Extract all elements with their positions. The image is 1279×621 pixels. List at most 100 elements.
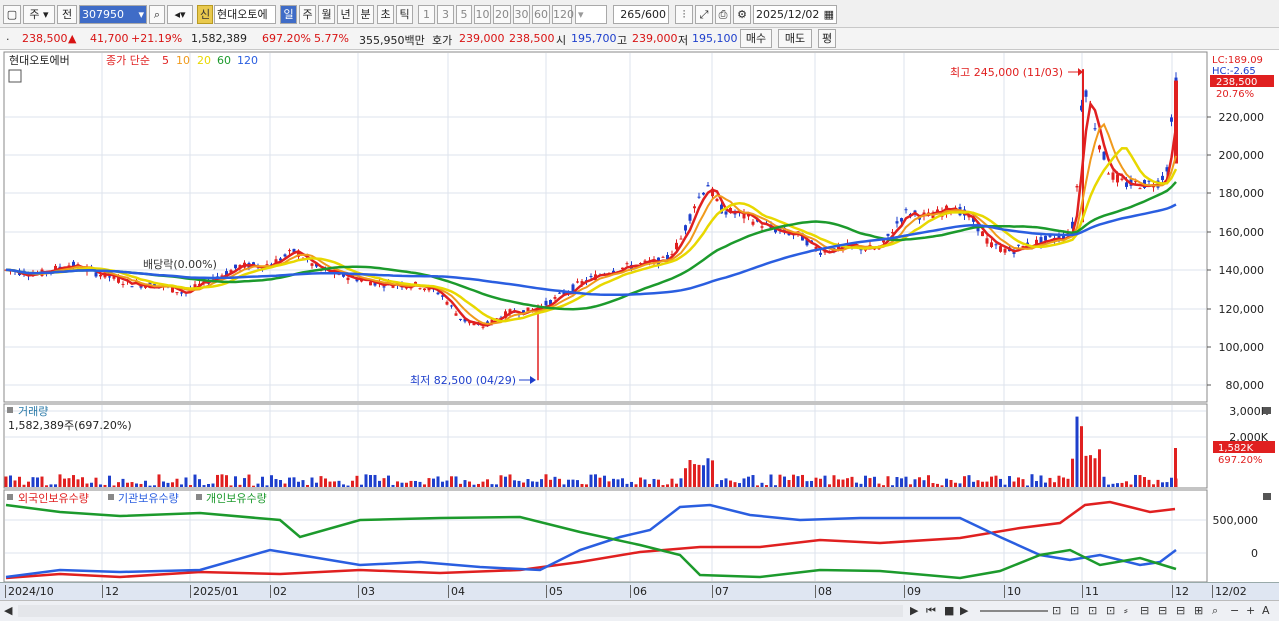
split2-icon[interactable]: ⊟ [1176,604,1186,617]
interval-5[interactable]: 5 [456,5,472,24]
candle-body [895,221,899,224]
zoom-box2-icon[interactable]: ⊡ [1070,604,1080,617]
interval-1[interactable]: 1 [418,5,435,24]
sell-button[interactable]: 매도 [778,29,812,48]
interval-120[interactable]: 120 [552,5,574,24]
table-icon[interactable] [8,69,22,83]
stop-icon[interactable]: ■ [944,604,955,617]
candle-body [175,292,179,294]
play-icon[interactable]: ▶ [960,604,969,617]
count-field[interactable]: 265/600 [613,5,669,24]
period-5[interactable]: 초 [377,5,394,24]
x-label: 12 [1172,585,1189,598]
volume-bar [27,481,30,487]
volume-bar [774,485,777,487]
zoom-slider[interactable] [980,610,1048,612]
scroll-track[interactable] [18,605,903,617]
date-field[interactable]: 2025/12/02 ▦ [753,5,837,24]
candle-body [463,318,467,322]
volume-bar [963,476,966,487]
crosshair-icon[interactable]: ⤢ [695,5,713,24]
rewind-icon[interactable]: ⏮ [926,604,936,617]
interval-30[interactable]: 30 [513,5,530,24]
candle-body [445,301,449,305]
interval-60[interactable]: 60 [532,5,550,24]
volume-bar [544,474,548,487]
new-badge[interactable]: 신 [197,5,213,24]
grid-icon[interactable]: ⊞ [1194,604,1204,617]
volume-bar [252,485,255,487]
window-icon[interactable]: ▢ [3,5,21,24]
volume-bar [436,476,440,487]
low-arrowhead [530,376,536,384]
period-dropdown[interactable]: ▾ [575,5,607,24]
date-value: 2025/12/02 [756,8,820,21]
volume-bar [297,481,300,487]
magnifier-icon[interactable]: ⌕ [1212,604,1219,617]
avg-button[interactable]: 평 [818,29,836,48]
font-size-icon[interactable]: A [1262,604,1270,617]
candle-body [697,196,701,198]
holdings-panel-close-icon[interactable] [1263,493,1271,500]
market-select[interactable]: 주 ▾ [23,5,55,24]
buy-button[interactable]: 매수 [740,29,772,48]
volume-panel-close-icon[interactable] [1263,407,1271,414]
period-1[interactable]: 주 [299,5,316,24]
volume-title: 거래량 [18,405,48,418]
volume-bar [940,485,944,487]
print-icon[interactable]: ⎙ [715,5,731,24]
split-icon[interactable]: ⊟ [1158,604,1168,617]
volume-bar [355,475,359,487]
speaker-icon[interactable]: ◂▾ [167,5,193,24]
gear-icon[interactable]: ⚙ [733,5,751,24]
candle-body [522,310,525,315]
volume-bar [918,477,921,487]
volume-bar [103,484,107,487]
plus-icon[interactable]: + [1246,604,1256,617]
candle-body [436,292,440,295]
scroll-left-icon[interactable]: ◀ [4,604,13,617]
candle-body [679,238,683,240]
zoom-box-icon[interactable]: ⊡ [1052,604,1062,617]
volume-bar [922,480,926,487]
candle-icon[interactable]: ⫶ [675,5,693,24]
period-3[interactable]: 년 [337,5,354,24]
zoom-box4-icon[interactable]: ⊡ [1106,604,1116,617]
search-icon[interactable]: ⌕ [149,5,165,24]
volume-bar [229,485,233,487]
interval-3[interactable]: 3 [437,5,454,24]
volume-bar [243,478,246,487]
period-6[interactable]: 틱 [396,5,413,24]
stock-chart[interactable]: 220,000 200,000 180,000 160,000 140,000 120,0… [0,50,1279,601]
period-0[interactable]: 일 [280,5,297,24]
period-2[interactable]: 월 [318,5,335,24]
prev-button[interactable]: 전 [57,5,77,24]
code-input[interactable]: 307950 ▾ [79,5,147,24]
volume-bar [1147,479,1151,487]
candle-body [900,218,903,222]
x-label: 03 [358,585,375,598]
volume-bar [1053,482,1056,487]
interval-10[interactable]: 10 [474,5,491,24]
zoom-box3-icon[interactable]: ⊡ [1088,604,1098,617]
interval-20[interactable]: 20 [493,5,511,24]
volume-bar [319,476,323,487]
minus-icon[interactable]: − [1230,604,1240,617]
volume-bar [517,480,521,487]
scroll-bar[interactable]: ◀ ▶ ⏮ ■ ▶ ⊡ ⊡ ⊡ ⊡ ⸗ ⊟ ⊟ ⊟ ⊞ ⌕ − + A [0,600,1279,621]
volume-bar [643,479,647,487]
volume-bar [292,477,296,487]
up-arrow-icon: ▲ [68,32,77,45]
period-4[interactable]: 분 [357,5,374,24]
scroll-right-icon[interactable]: ▶ [910,604,919,617]
volume-bar [378,480,381,487]
foreign-holdings-line [5,500,1176,580]
volume-bar [1134,474,1137,487]
volume-bar [837,479,840,487]
align-icon[interactable]: ⊟ [1140,604,1150,617]
dividend-annotation: 배당락(0.00%) [143,258,217,271]
draw-icon[interactable]: ⸗ [1124,604,1128,617]
volume-bar [733,482,737,487]
volume-bar [342,484,345,487]
volume-bar [1003,484,1007,487]
